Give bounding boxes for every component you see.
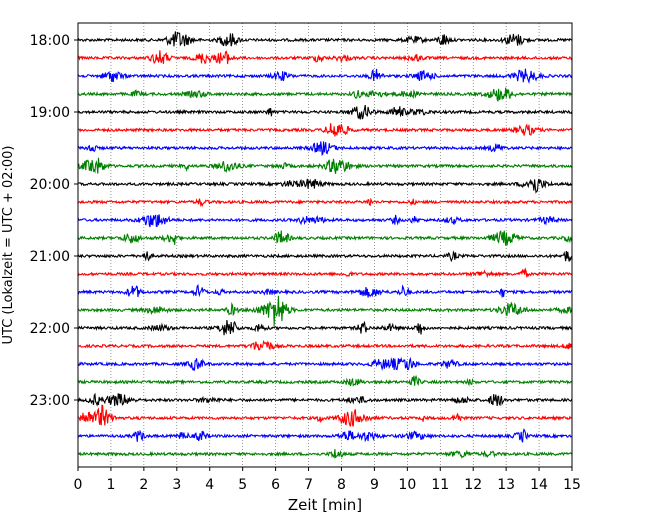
x-tick-label: 5: [238, 477, 247, 493]
trace-line: [77, 31, 573, 47]
x-tick-label: 4: [205, 477, 214, 493]
x-tick-label: 6: [271, 477, 280, 493]
trace-line: [77, 123, 573, 137]
trace-line: [77, 449, 573, 460]
trace-line: [77, 267, 573, 279]
trace-line: [77, 87, 573, 102]
trace-line: [77, 340, 573, 351]
x-tick-label: 0: [74, 477, 83, 493]
trace-line: [77, 404, 573, 427]
trace-line: [77, 295, 573, 326]
y-tick-label: 21:00: [30, 249, 70, 265]
trace-series-group: [77, 31, 573, 460]
x-tick-label: 2: [139, 477, 148, 493]
trace-line: [77, 141, 573, 157]
trace-line: [77, 230, 573, 246]
trace-line: [77, 197, 573, 208]
x-tick-label: 10: [398, 477, 416, 493]
x-tick-label: 8: [337, 477, 346, 493]
x-tick-label: 15: [563, 477, 581, 493]
trace-line: [77, 356, 573, 372]
trace-line: [77, 104, 573, 120]
x-tick-label: 7: [304, 477, 313, 493]
trace-line: [77, 392, 573, 407]
x-tick-label: 9: [370, 477, 379, 493]
x-tick-label: 13: [497, 477, 515, 493]
x-tick-label: 12: [464, 477, 482, 493]
y-tick-label: 22:00: [30, 321, 70, 337]
y-axis-ticks: 18:00 19:00 20:00 21:00 22:00 23:00: [30, 33, 78, 409]
trace-line: [77, 157, 573, 174]
y-tick-label: 23:00: [30, 393, 70, 409]
trace-line: [77, 50, 573, 65]
x-tick-label: 3: [172, 477, 181, 493]
trace-line: [77, 427, 573, 443]
y-tick-label: 19:00: [30, 105, 70, 121]
plot-frame: [77, 22, 573, 468]
trace-line: [77, 374, 573, 387]
x-axis-label: Zeit [min]: [288, 496, 362, 514]
x-tick-label: 1: [106, 477, 115, 493]
trace-line: [77, 178, 573, 194]
trace-line: [77, 284, 573, 298]
y-tick-label: 18:00: [30, 33, 70, 49]
y-axis-label: UTC (Lokalzeit = UTC + 02:00): [1, 146, 16, 345]
trace-line: [77, 250, 573, 263]
trace-line: [77, 68, 573, 85]
y-tick-label: 20:00: [30, 177, 70, 193]
trace-line: [77, 214, 573, 228]
x-axis-ticks: 0 1 2 3 4 5 6 7 8 9 10 11 12 13 14 15: [74, 467, 581, 493]
trace-line: [77, 319, 573, 336]
x-tick-label: 11: [431, 477, 449, 493]
x-tick-label: 14: [530, 477, 548, 493]
